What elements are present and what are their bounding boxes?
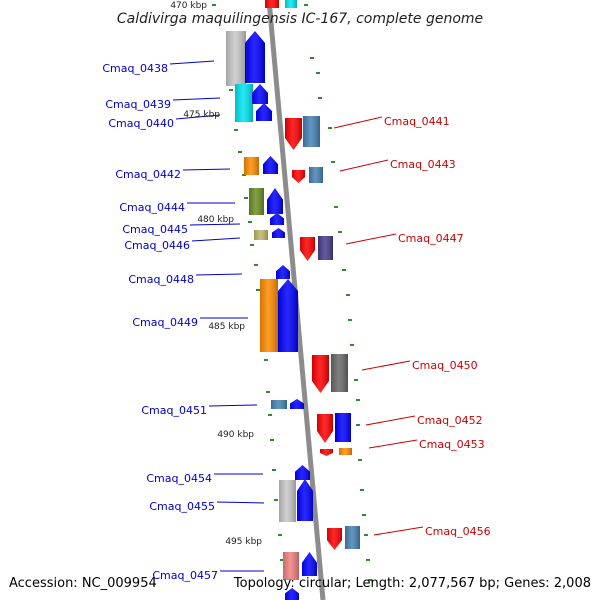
gene-label: Cmaq_0452	[417, 414, 483, 427]
reverse-gene-glyph-shading	[312, 355, 329, 393]
ruler-label: 490 kbp	[217, 430, 254, 440]
leader-line	[339, 159, 389, 172]
leader-line	[368, 439, 418, 449]
forward-gene-glyph-shading	[265, 0, 279, 8]
leader-line	[216, 501, 265, 504]
forward-gene-glyph-shading	[270, 213, 284, 225]
leader-line	[191, 237, 241, 242]
leader-line	[373, 526, 424, 536]
leader-line	[172, 97, 221, 101]
leader-line	[169, 60, 215, 65]
leader-line	[333, 116, 383, 129]
gene-label: Cmaq_0444	[119, 201, 185, 214]
gene-label: Cmaq_0447	[398, 232, 464, 245]
gene-label: Cmaq_0438	[102, 62, 168, 75]
forward-gene-glyph-shading	[271, 400, 287, 409]
forward-gene-glyph-shading	[285, 0, 297, 8]
ruler-label: 495 kbp	[225, 537, 262, 547]
reverse-gene-glyph-shading	[331, 354, 348, 392]
forward-gene-glyph-shading	[235, 84, 253, 122]
gene-label: Cmaq_0457	[152, 569, 218, 582]
forward-gene-glyph-shading	[244, 157, 259, 175]
forward-gene-glyph-shading	[256, 103, 272, 121]
reverse-gene-glyph-shading	[285, 118, 302, 150]
forward-gene-glyph-shading	[245, 31, 265, 83]
gene-labels: Cmaq_0438 Cmaq_0439 Cmaq_0440 Cmaq_0442 Cmaq…	[102, 62, 490, 582]
reverse-gene-glyph-shading	[318, 236, 333, 260]
ruler-labels: 470 kbp 475 kbp 480 kbp 485 kbp 490 kbp 495 k…	[170, 1, 262, 547]
reverse-gene-glyph-shading	[339, 448, 352, 455]
leader-line	[182, 168, 231, 171]
ruler-label: 470 kbp	[170, 1, 207, 11]
gene-label: Cmaq_0445	[122, 223, 188, 236]
gene-label: Cmaq_0439	[105, 98, 171, 111]
forward-gene-glyph-shading	[272, 228, 285, 238]
forward-gene-glyph-shading	[283, 552, 299, 580]
forward-gene-glyph-shading	[249, 188, 264, 215]
forward-gene-glyph-shading	[279, 480, 296, 522]
ruler-label: 485 kbp	[208, 322, 245, 332]
gene-label: Cmaq_0450	[412, 359, 478, 372]
forward-gene-glyph-shading	[252, 84, 268, 104]
leader-line	[345, 233, 397, 245]
reverse-gene-glyph-shading	[345, 526, 360, 549]
reverse-gene-glyph-shading	[300, 237, 315, 261]
label-leader-lines	[169, 60, 424, 572]
forward-gene-glyph-shading	[285, 588, 299, 600]
reverse-gene-glyph-shading	[335, 413, 351, 442]
forward-gene-glyph-shading	[226, 31, 246, 86]
forward-gene-glyph-shading	[267, 188, 283, 214]
gene-label: Cmaq_0442	[115, 168, 181, 181]
leader-line	[208, 404, 258, 407]
reverse-gene-glyph-shading	[303, 116, 320, 147]
forward-gene-glyph-shading	[263, 156, 278, 174]
reverse-gene-glyph-shading	[317, 414, 333, 443]
gene-label: Cmaq_0446	[124, 239, 190, 252]
map-title: Caldivirga maquilingensis IC-167, comple…	[117, 11, 483, 27]
forward-gene-glyph-shading	[254, 230, 268, 240]
ruler-label: 480 kbp	[197, 215, 234, 225]
forward-gene-glyph-shading	[290, 399, 304, 409]
reverse-gene-glyph-shading	[327, 528, 342, 550]
reverse-gene-glyph-shading	[292, 170, 305, 183]
reverse-gene-glyph-shading	[320, 449, 333, 456]
gene-label: Cmaq_0441	[384, 115, 450, 128]
gene-label: Cmaq_0456	[425, 525, 491, 538]
accession-text: Accession: NC_009954	[9, 576, 157, 591]
gene-label: Cmaq_0453	[419, 438, 485, 451]
gene-features	[226, 0, 360, 600]
forward-gene-glyph-shading	[260, 279, 278, 352]
gene-label: Cmaq_0449	[132, 316, 198, 329]
gene-label: Cmaq_0440	[108, 117, 174, 130]
genome-stats-text: Topology: circular; Length: 2,077,567 bp…	[233, 576, 591, 591]
ruler-label: 475 kbp	[183, 110, 220, 120]
gene-label: Cmaq_0448	[128, 273, 194, 286]
gene-label: Cmaq_0451	[141, 404, 207, 417]
forward-gene-glyph-shading	[297, 479, 313, 521]
reverse-gene-glyph-shading	[309, 167, 323, 183]
leader-line	[189, 223, 241, 226]
gene-label: Cmaq_0455	[149, 500, 215, 513]
forward-gene-glyph-shading	[302, 552, 317, 576]
leader-line	[175, 114, 221, 120]
forward-gene-glyph-shading	[295, 465, 310, 480]
forward-gene-glyph-shading	[278, 279, 298, 352]
leader-line	[195, 273, 243, 276]
leader-line	[361, 360, 411, 371]
gene-label: Cmaq_0443	[390, 158, 456, 171]
leader-line	[365, 415, 416, 426]
forward-gene-glyph-shading	[276, 265, 290, 279]
gene-label: Cmaq_0454	[146, 472, 212, 485]
